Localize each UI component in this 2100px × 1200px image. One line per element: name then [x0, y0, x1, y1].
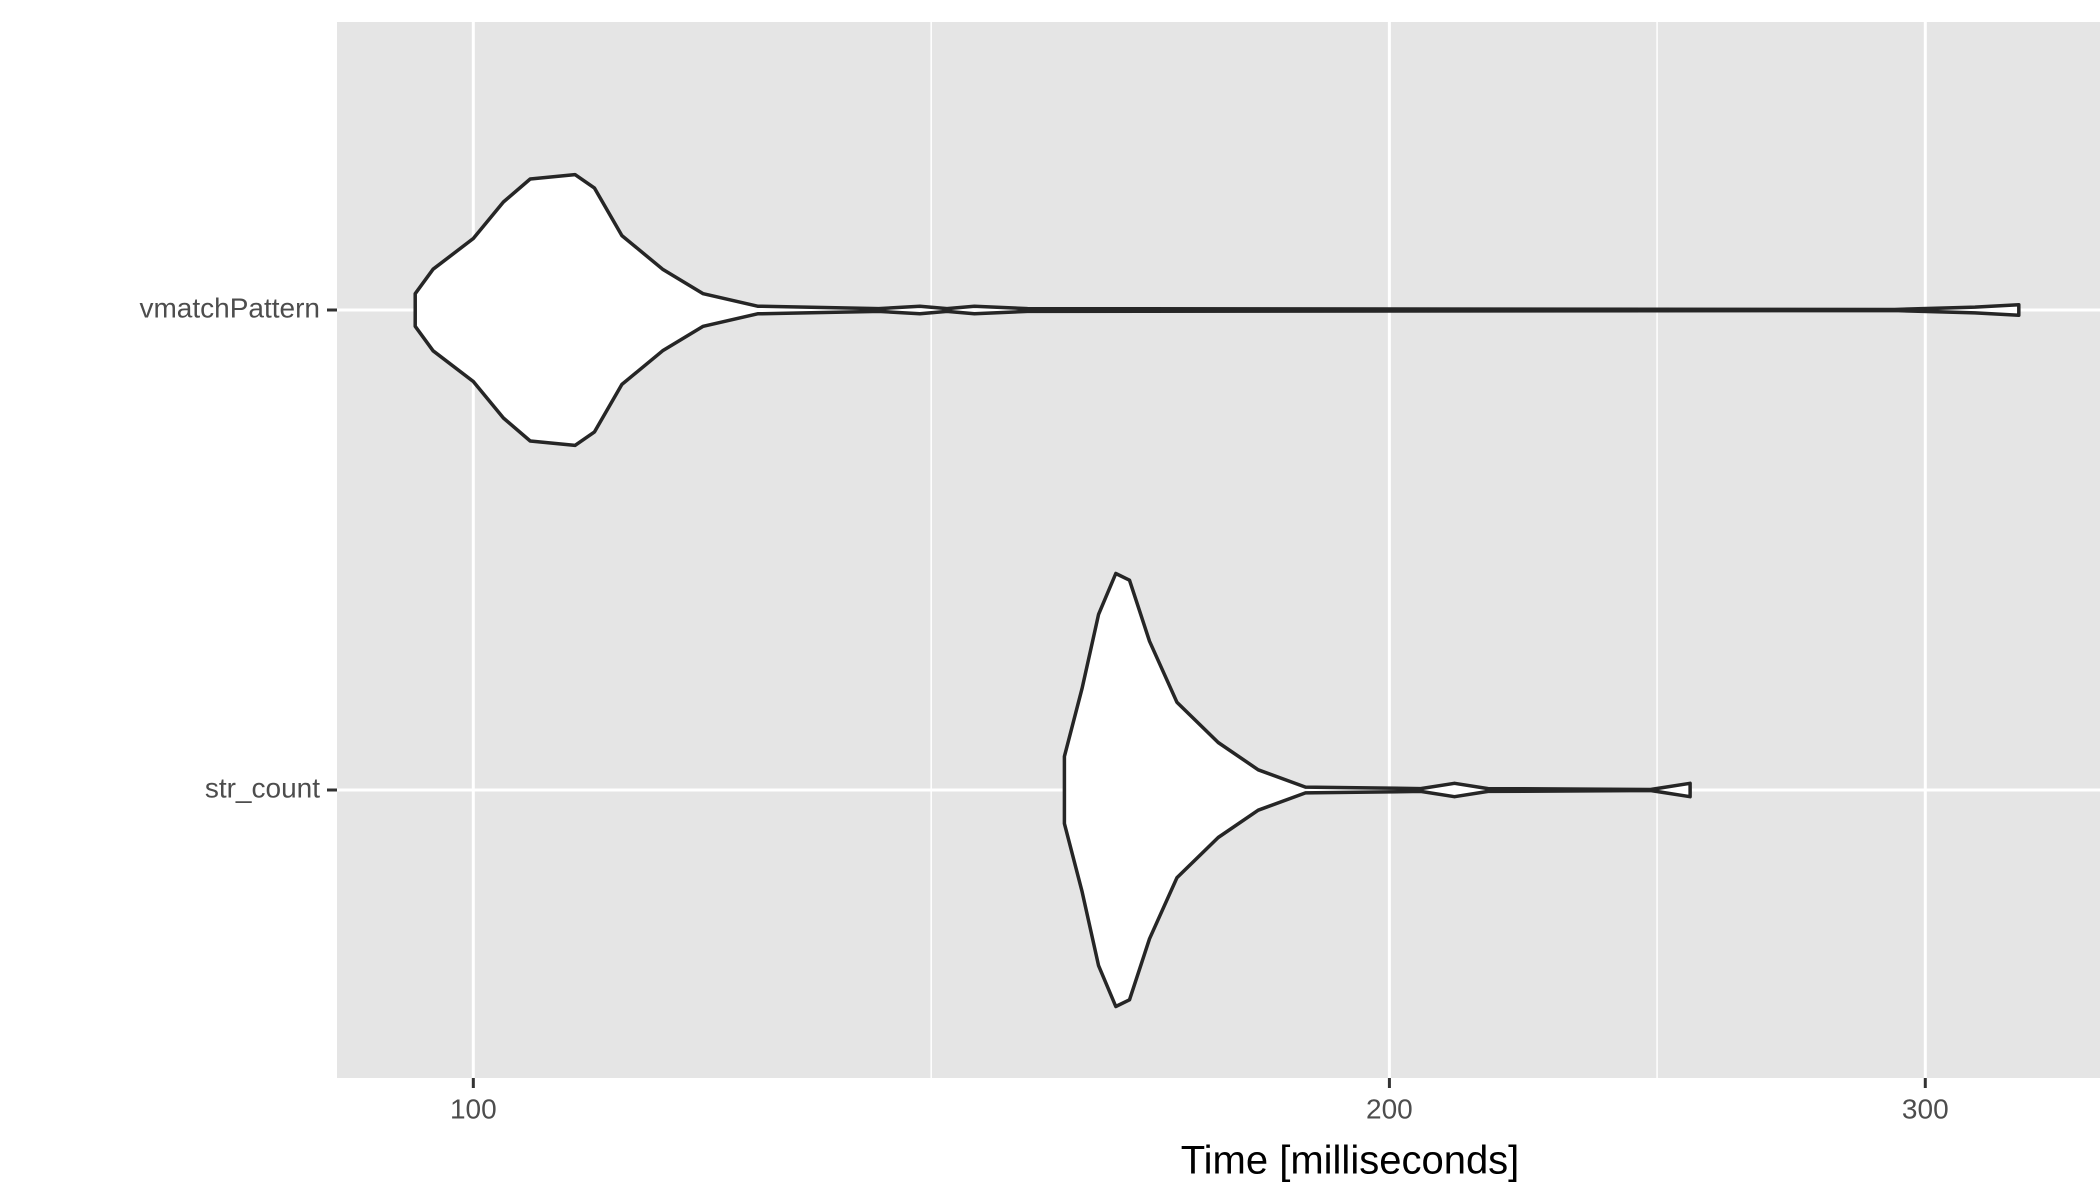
x-tick-label: 300	[1902, 1093, 1949, 1124]
y-tick-label: str_count	[205, 772, 320, 803]
violin-fill	[1064, 573, 1691, 790]
y-tick-label: vmatchPattern	[139, 292, 320, 323]
violin-fill	[1064, 790, 1691, 1007]
x-tick-label: 200	[1366, 1093, 1413, 1124]
x-axis-title: Time [milliseconds]	[1181, 1139, 1520, 1183]
panel	[337, 22, 2100, 1078]
violin-fill	[415, 174, 2019, 310]
violin-outline	[1062, 571, 1692, 792]
x-tick-label: 100	[450, 1093, 497, 1124]
violin-fill	[415, 310, 2019, 446]
violin-outline	[1062, 788, 1692, 1009]
violin-outline	[413, 308, 2021, 448]
